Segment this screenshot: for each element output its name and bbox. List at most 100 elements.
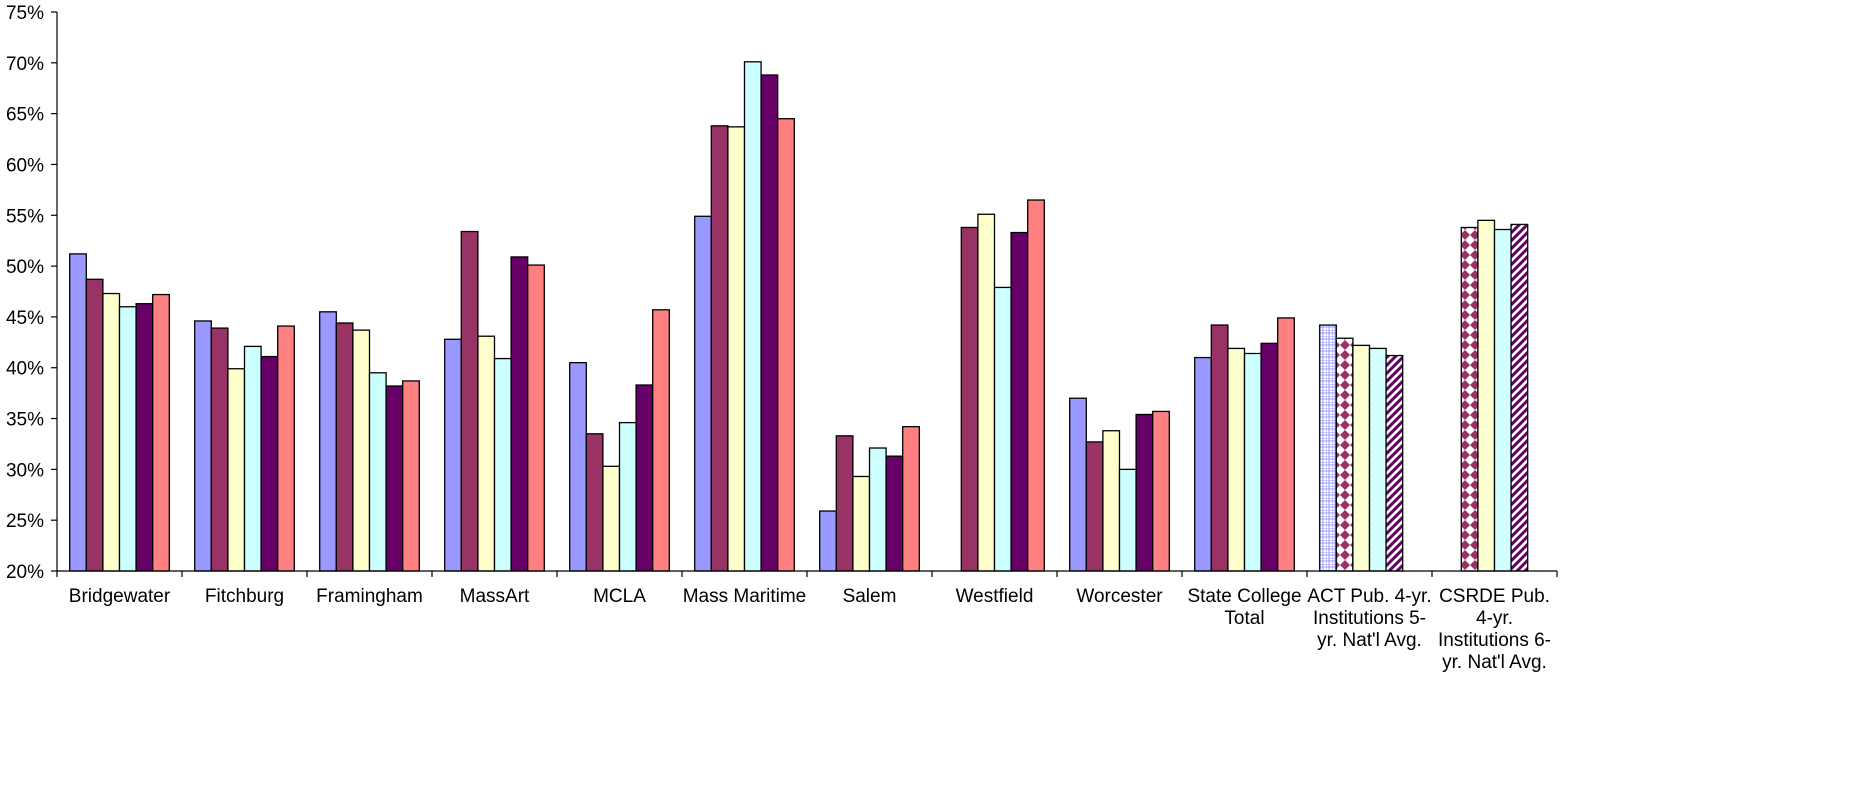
bar xyxy=(385,385,404,572)
bar xyxy=(1460,226,1479,572)
x-category-label-line: Fitchburg xyxy=(205,586,284,607)
axes-layer xyxy=(51,11,1558,577)
bar xyxy=(1352,344,1371,572)
y-tick-label: 50% xyxy=(6,257,44,278)
bar xyxy=(460,230,479,572)
y-tick-label: 30% xyxy=(6,460,44,481)
bar xyxy=(1069,397,1087,572)
y-tick-label: 35% xyxy=(6,410,44,431)
y-tick-label: 45% xyxy=(6,308,44,329)
x-category-label: Mass Maritime xyxy=(683,586,807,607)
bar xyxy=(1227,347,1246,572)
bar xyxy=(635,384,654,572)
bar xyxy=(885,455,904,572)
y-tick-label: 40% xyxy=(6,359,44,380)
bar xyxy=(868,447,887,572)
bar xyxy=(852,475,871,572)
x-category-label-line: MassArt xyxy=(460,586,530,607)
bar xyxy=(510,256,529,572)
bar xyxy=(335,322,354,572)
bar xyxy=(1010,231,1029,572)
bar xyxy=(102,292,121,572)
bar xyxy=(1335,337,1354,572)
x-category-label: Bridgewater xyxy=(69,586,171,607)
bar xyxy=(85,278,104,572)
bar xyxy=(618,421,637,572)
bar xyxy=(710,125,729,572)
x-category-label: State College Total xyxy=(1187,586,1301,629)
x-category-label-line: State College xyxy=(1187,586,1301,607)
bar xyxy=(835,435,854,572)
bar xyxy=(227,368,246,572)
x-category-label: CSRDE Pub. 4-yr. Institutions 6-yr. Nat'l … xyxy=(1438,586,1551,673)
bar xyxy=(977,213,996,572)
bar xyxy=(368,372,387,572)
bar xyxy=(210,327,229,572)
bar xyxy=(694,215,712,572)
y-tick-label: 55% xyxy=(6,206,44,227)
bar xyxy=(819,510,837,572)
x-category-label: MCLA xyxy=(593,586,646,607)
bar xyxy=(1118,468,1137,572)
bar xyxy=(727,126,746,572)
y-tick-label: 60% xyxy=(6,155,44,176)
bar xyxy=(993,286,1012,572)
bar xyxy=(1243,352,1262,572)
bar xyxy=(777,118,795,572)
bar xyxy=(1385,354,1404,572)
bar xyxy=(602,465,621,572)
bar xyxy=(960,226,979,572)
bar xyxy=(743,61,762,572)
x-category-label-line: Institutions 6- xyxy=(1438,630,1551,651)
y-tick-label: 25% xyxy=(6,511,44,532)
bar xyxy=(118,306,137,572)
bar xyxy=(1319,324,1337,572)
x-category-label-line: 4-yr. xyxy=(1476,608,1513,629)
bar xyxy=(477,335,496,572)
x-category-label-line: Institutions 5- xyxy=(1313,608,1426,629)
bar xyxy=(1260,342,1279,572)
y-tick-label: 70% xyxy=(6,54,44,75)
x-category-label: ACT Pub. 4-yr. Institutions 5-yr. Nat'l A… xyxy=(1307,586,1431,651)
bar xyxy=(1085,441,1104,572)
bar xyxy=(319,311,337,572)
x-category-label-line: Bridgewater xyxy=(69,586,171,607)
x-category-label-line: yr. Nat'l Avg. xyxy=(1442,652,1547,673)
bar xyxy=(902,426,920,572)
x-category-label-line: ACT Pub. 4-yr. xyxy=(1307,586,1431,607)
x-category-label: MassArt xyxy=(460,586,530,607)
y-tick-label: 20% xyxy=(6,562,44,583)
bar xyxy=(194,320,212,572)
x-category-label-line: Salem xyxy=(843,586,897,607)
bar xyxy=(277,325,295,572)
y-tick-label: 75% xyxy=(6,3,44,24)
bar xyxy=(152,293,170,572)
x-category-label-line: yr. Nat'l Avg. xyxy=(1317,630,1422,651)
bar xyxy=(1510,223,1529,572)
bar xyxy=(527,264,545,572)
bar xyxy=(1027,199,1045,572)
x-category-label-line: CSRDE Pub. xyxy=(1439,586,1550,607)
x-category-label: Framingham xyxy=(316,586,423,607)
x-category-label-line: MCLA xyxy=(593,586,646,607)
bar xyxy=(1152,410,1170,572)
bar xyxy=(444,338,462,572)
bar xyxy=(69,253,87,572)
bars-layer xyxy=(69,61,1529,572)
bar xyxy=(585,433,604,572)
bar xyxy=(493,357,512,572)
bar xyxy=(1102,430,1121,572)
bar xyxy=(1135,413,1154,572)
bar xyxy=(1277,317,1295,572)
bar xyxy=(352,329,371,572)
bar xyxy=(260,355,279,572)
bar xyxy=(1194,356,1212,572)
x-category-label-line: Framingham xyxy=(316,586,423,607)
bar xyxy=(1493,228,1512,572)
x-category-label-line: Mass Maritime xyxy=(683,586,807,607)
x-category-label-line: Worcester xyxy=(1076,586,1163,607)
bar xyxy=(569,361,587,572)
bar xyxy=(1210,324,1229,572)
bar xyxy=(760,74,779,572)
